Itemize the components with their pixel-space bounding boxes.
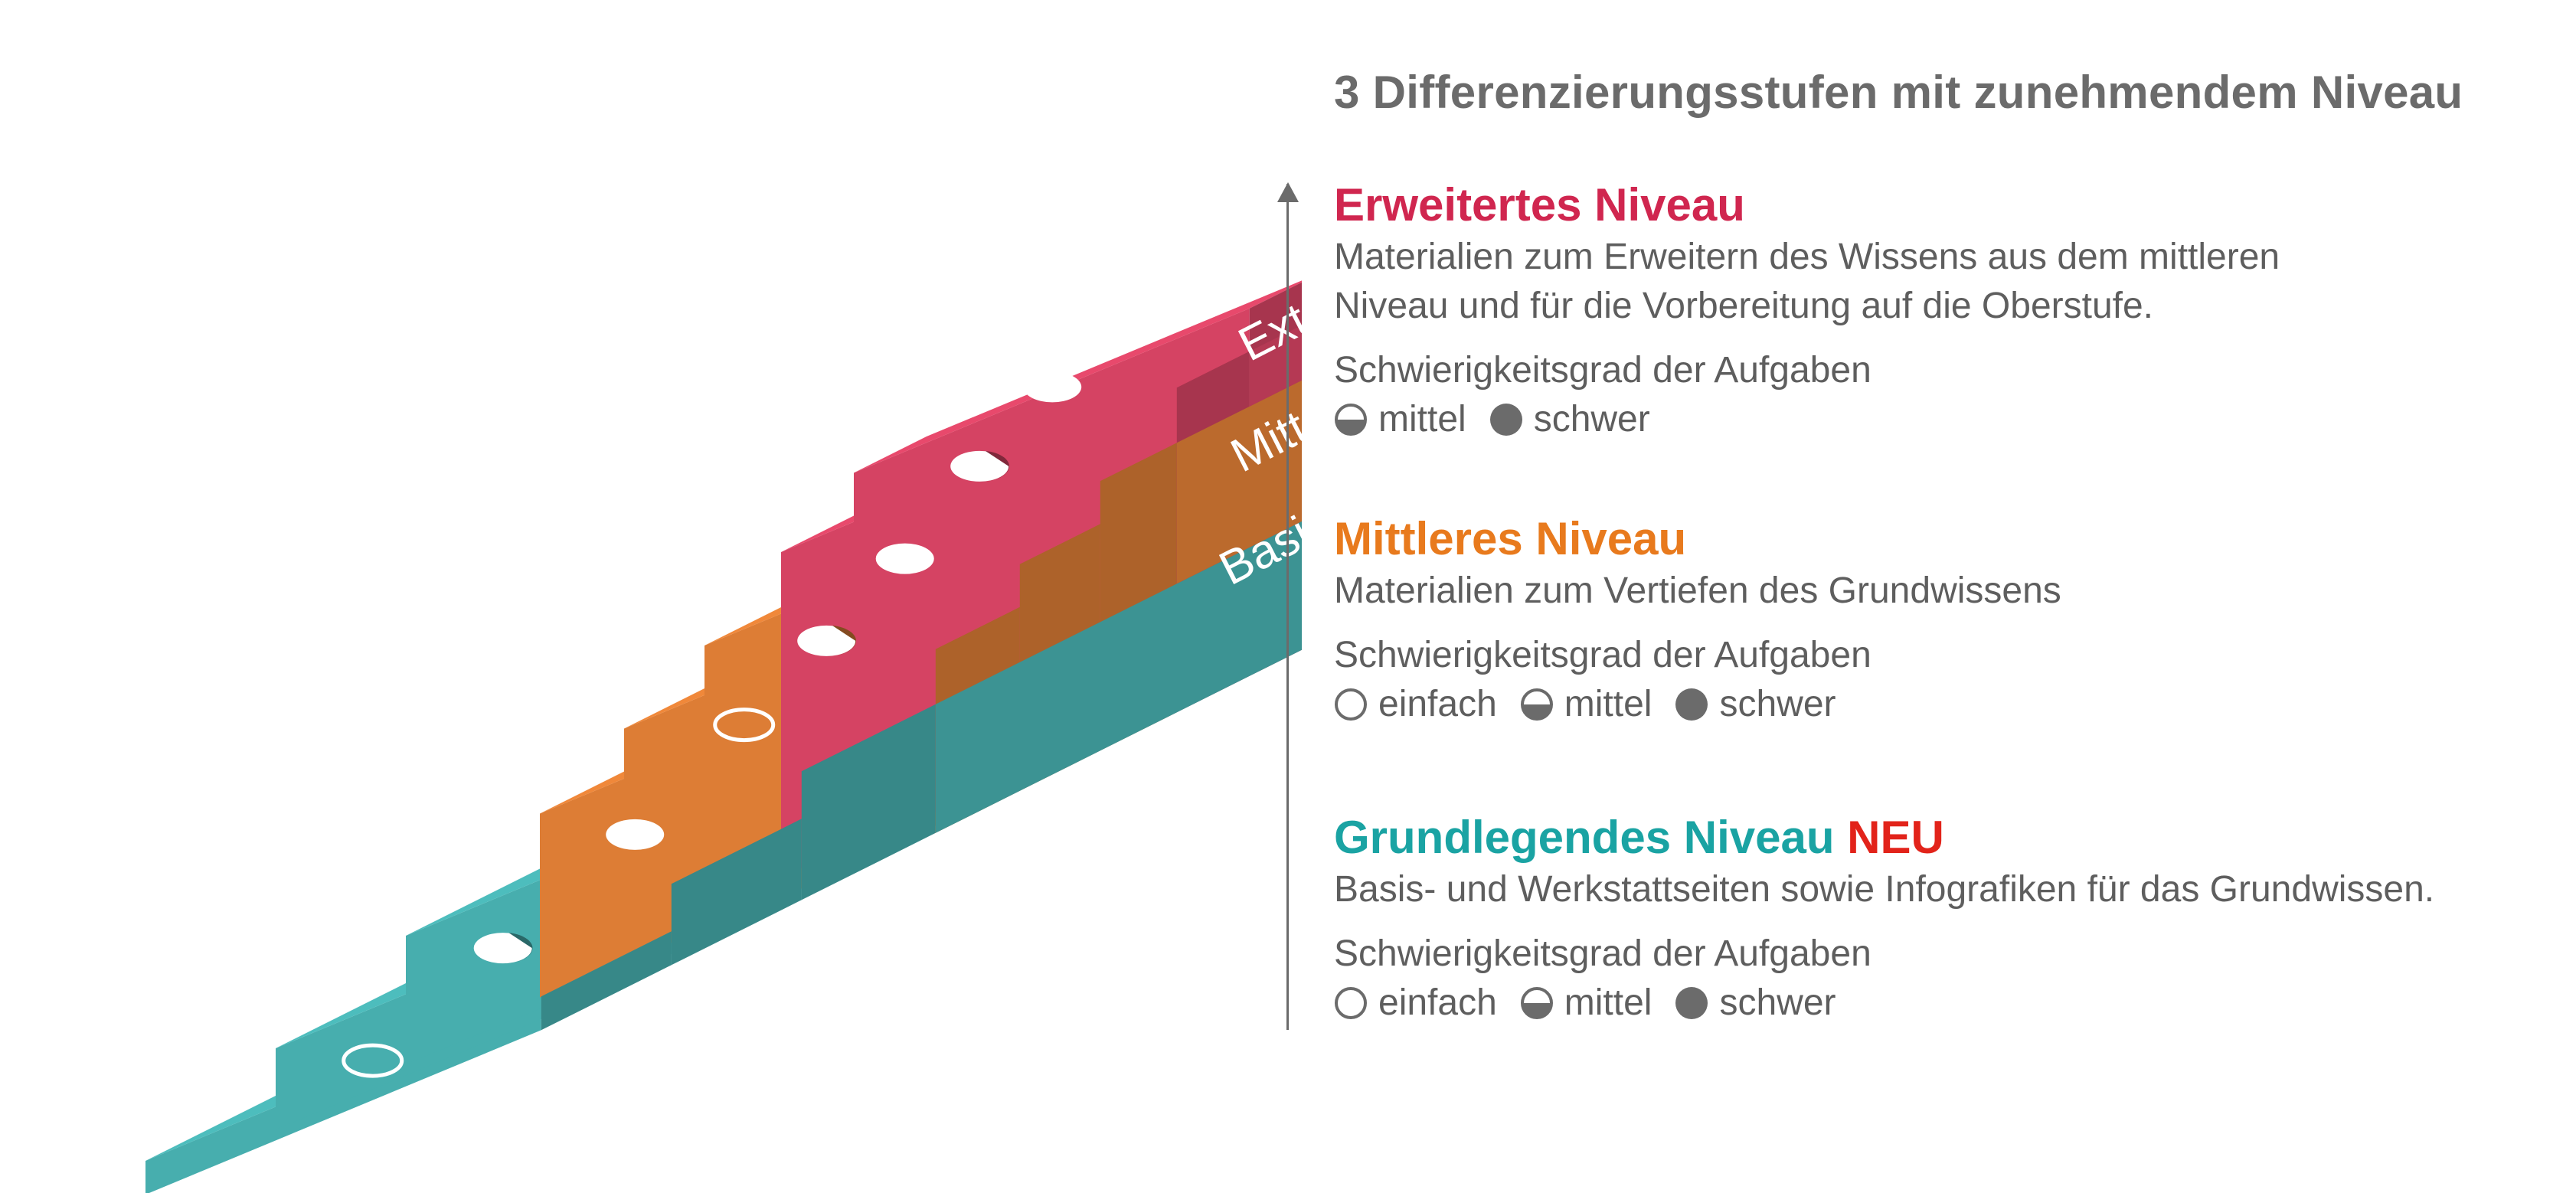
level-erweitert: Erweitertes Niveau Materialien zum Erwei… [1334,178,2280,444]
filled-circle-icon [1023,371,1082,403]
level-erweitert-title: Erweitertes Niveau [1334,179,1745,230]
level-erweitert-desc-1: Materialien zum Erweitern des Wissens au… [1334,237,2280,277]
arrow-shaft [1286,184,1289,1030]
filled-circle-icon [1675,987,1708,1019]
level-mittleres-difficulty-label: Schwierigkeitsgrad der Aufgaben [1334,635,1872,675]
half-circle-icon [1335,404,1367,436]
difficulty-schwer-label: schwer [1719,982,1836,1023]
difficulty-mittel-label: mittel [1564,684,1652,724]
empty-circle-icon [1335,987,1367,1019]
empty-circle-icon [342,1043,404,1078]
filled-circle-icon [606,819,665,850]
filled-circle-icon [1489,404,1522,436]
level-mittleres-title: Mittleres Niveau [1334,513,1687,564]
difficulty-schwer: schwer [1675,680,1836,729]
half-circle-icon [473,933,533,964]
half-circle-icon [950,450,1009,482]
filled-circle-icon [875,543,934,574]
difficulty-einfach: einfach [1334,680,1497,729]
difficulty-einfach: einfach [1334,979,1497,1028]
half-circle-icon [1520,987,1553,1019]
level-grundlegend-title: Grundlegendes Niveau [1334,812,1835,863]
level-erweitert-difficulty: mittel schwer [1334,395,2280,444]
level-mittleres-desc-1: Materialien zum Vertiefen des Grundwisse… [1334,570,2061,611]
difficulty-einfach-label: einfach [1378,982,1497,1023]
stair-side-wall [801,704,936,900]
difficulty-mittel: mittel [1520,979,1652,1028]
stair-side-wall [541,931,672,1031]
difficulty-einfach-label: einfach [1378,684,1497,724]
difficulty-schwer: schwer [1489,395,1650,444]
diagram-title: 3 Differenzierungsstufen mit zunehmendem… [1334,67,2463,118]
level-grundlegend-difficulty: einfach mittel schwer [1334,979,2434,1028]
difficulty-mittel: mittel [1334,395,1466,444]
level-grundlegend-title-row: Grundlegendes Niveau NEU [1334,810,2434,865]
difficulty-schwer-label: schwer [1719,684,1836,724]
step-tread [854,280,1302,473]
half-circle-icon [1520,688,1553,721]
arrow-head-icon [1277,182,1299,202]
half-circle-icon [797,625,856,657]
level-mittleres-difficulty: einfach mittel schwer [1334,680,2061,729]
new-badge: NEU [1847,812,1944,863]
difficulty-mittel: mittel [1520,680,1652,729]
empty-circle-icon [1335,688,1367,721]
difficulty-schwer: schwer [1675,979,1836,1028]
level-mittleres: Mittleres Niveau Materialien zum Vertief… [1334,512,2061,729]
level-grundlegend-desc-1: Basis- und Werkstattseiten sowie Infogra… [1334,869,2435,910]
end-slab-basis [935,521,1302,833]
difficulty-mittel-label: mittel [1564,982,1652,1023]
difficulty-schwer-label: schwer [1533,399,1650,440]
stair-side-wall [671,819,802,966]
level-grundlegend: Grundlegendes Niveau NEU Basis- und Werk… [1334,810,2434,1028]
level-grundlegend-difficulty-label: Schwierigkeitsgrad der Aufgaben [1334,933,1872,974]
filled-circle-icon [1675,688,1708,721]
empty-circle-icon [713,708,776,743]
level-erweitert-desc-2: Niveau und für die Vorbereitung auf die … [1334,286,2154,326]
end-slab-mittel [1176,380,1302,584]
difficulty-mittel-label: mittel [1378,399,1466,440]
level-erweitert-difficulty-label: Schwierigkeitsgrad der Aufgaben [1334,350,1872,391]
